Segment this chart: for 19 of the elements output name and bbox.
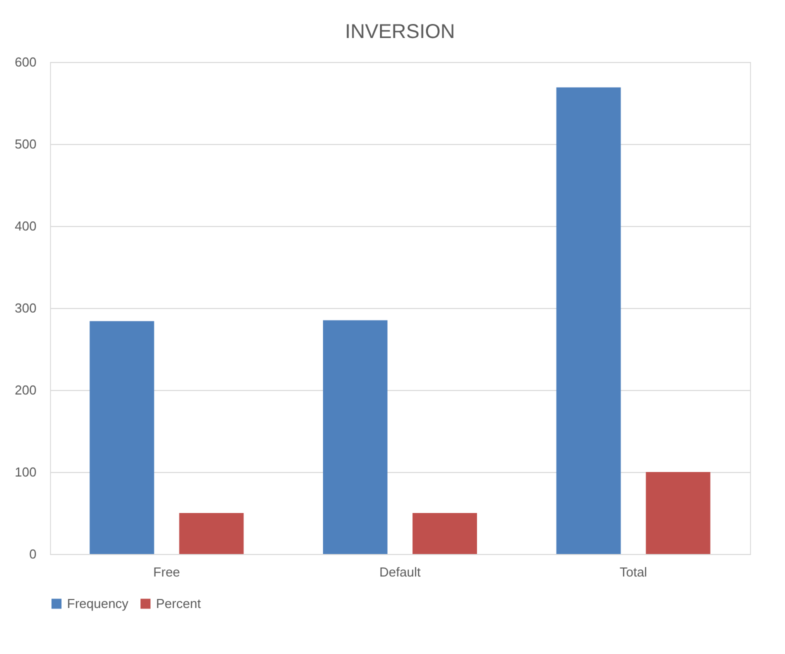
y-tick-label: 0 bbox=[29, 546, 36, 562]
y-tick-label: 100 bbox=[14, 464, 36, 480]
x-tick-label: Default bbox=[379, 564, 421, 580]
bar bbox=[646, 472, 710, 554]
x-tick-label: Free bbox=[153, 564, 180, 580]
x-tick-label: Total bbox=[620, 564, 648, 580]
legend-label: Percent bbox=[156, 596, 202, 611]
y-tick-label: 200 bbox=[14, 382, 36, 398]
y-tick-label: 500 bbox=[14, 136, 36, 152]
bar bbox=[90, 321, 154, 554]
y-tick-label: 600 bbox=[14, 54, 36, 70]
chart-title: INVERSION bbox=[344, 21, 456, 43]
bar bbox=[412, 513, 477, 554]
bar bbox=[323, 320, 388, 554]
bar bbox=[556, 87, 621, 554]
y-tick-label: 400 bbox=[14, 218, 36, 234]
legend-label: Frequency bbox=[67, 596, 129, 611]
bar bbox=[179, 513, 244, 554]
y-tick-label: 300 bbox=[14, 300, 36, 316]
